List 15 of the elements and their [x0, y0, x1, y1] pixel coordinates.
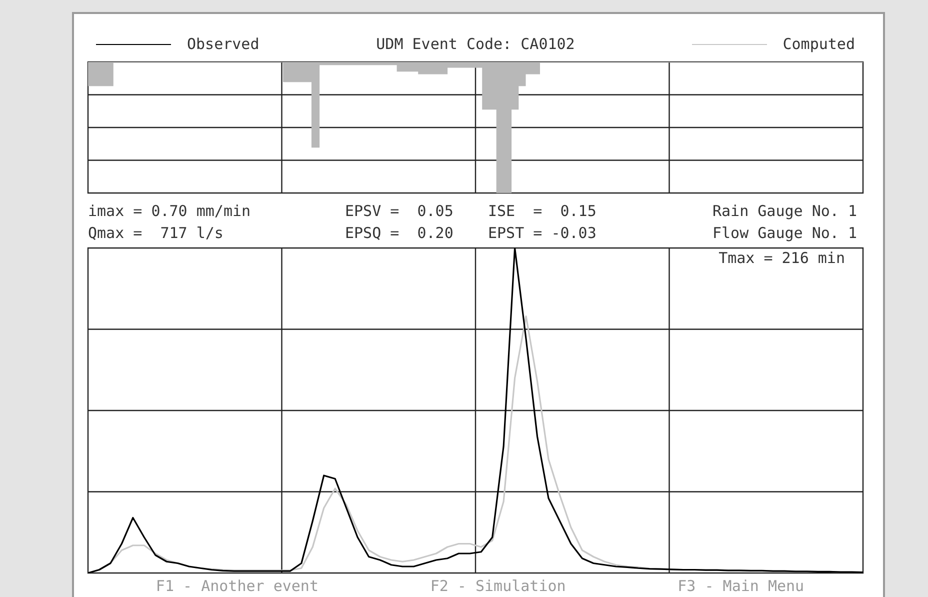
text: EPSQ = 0.20 [345, 224, 454, 242]
text: F3 - Main Menu [670, 577, 812, 595]
text: F2 - Simulation [422, 577, 574, 595]
text: EPSV = 0.05 [345, 202, 454, 220]
text: ISE = 0.15 [488, 202, 596, 220]
text: Qmax = 717 l/s [88, 224, 224, 242]
legend-label: Observed [187, 35, 260, 53]
annotation: Tmax = 216 min [718, 249, 845, 267]
text: imax = 0.70 mm/min [88, 202, 251, 220]
text: F1 - Another event [148, 577, 326, 595]
text: Rain Gauge No. 1 [712, 202, 857, 220]
text: EPST = -0.03 [488, 224, 596, 242]
legend-label: Computed [782, 35, 855, 53]
text: Flow Gauge No. 1 [712, 224, 857, 242]
chart-title: UDM Event Code: CA0102 [376, 35, 575, 53]
